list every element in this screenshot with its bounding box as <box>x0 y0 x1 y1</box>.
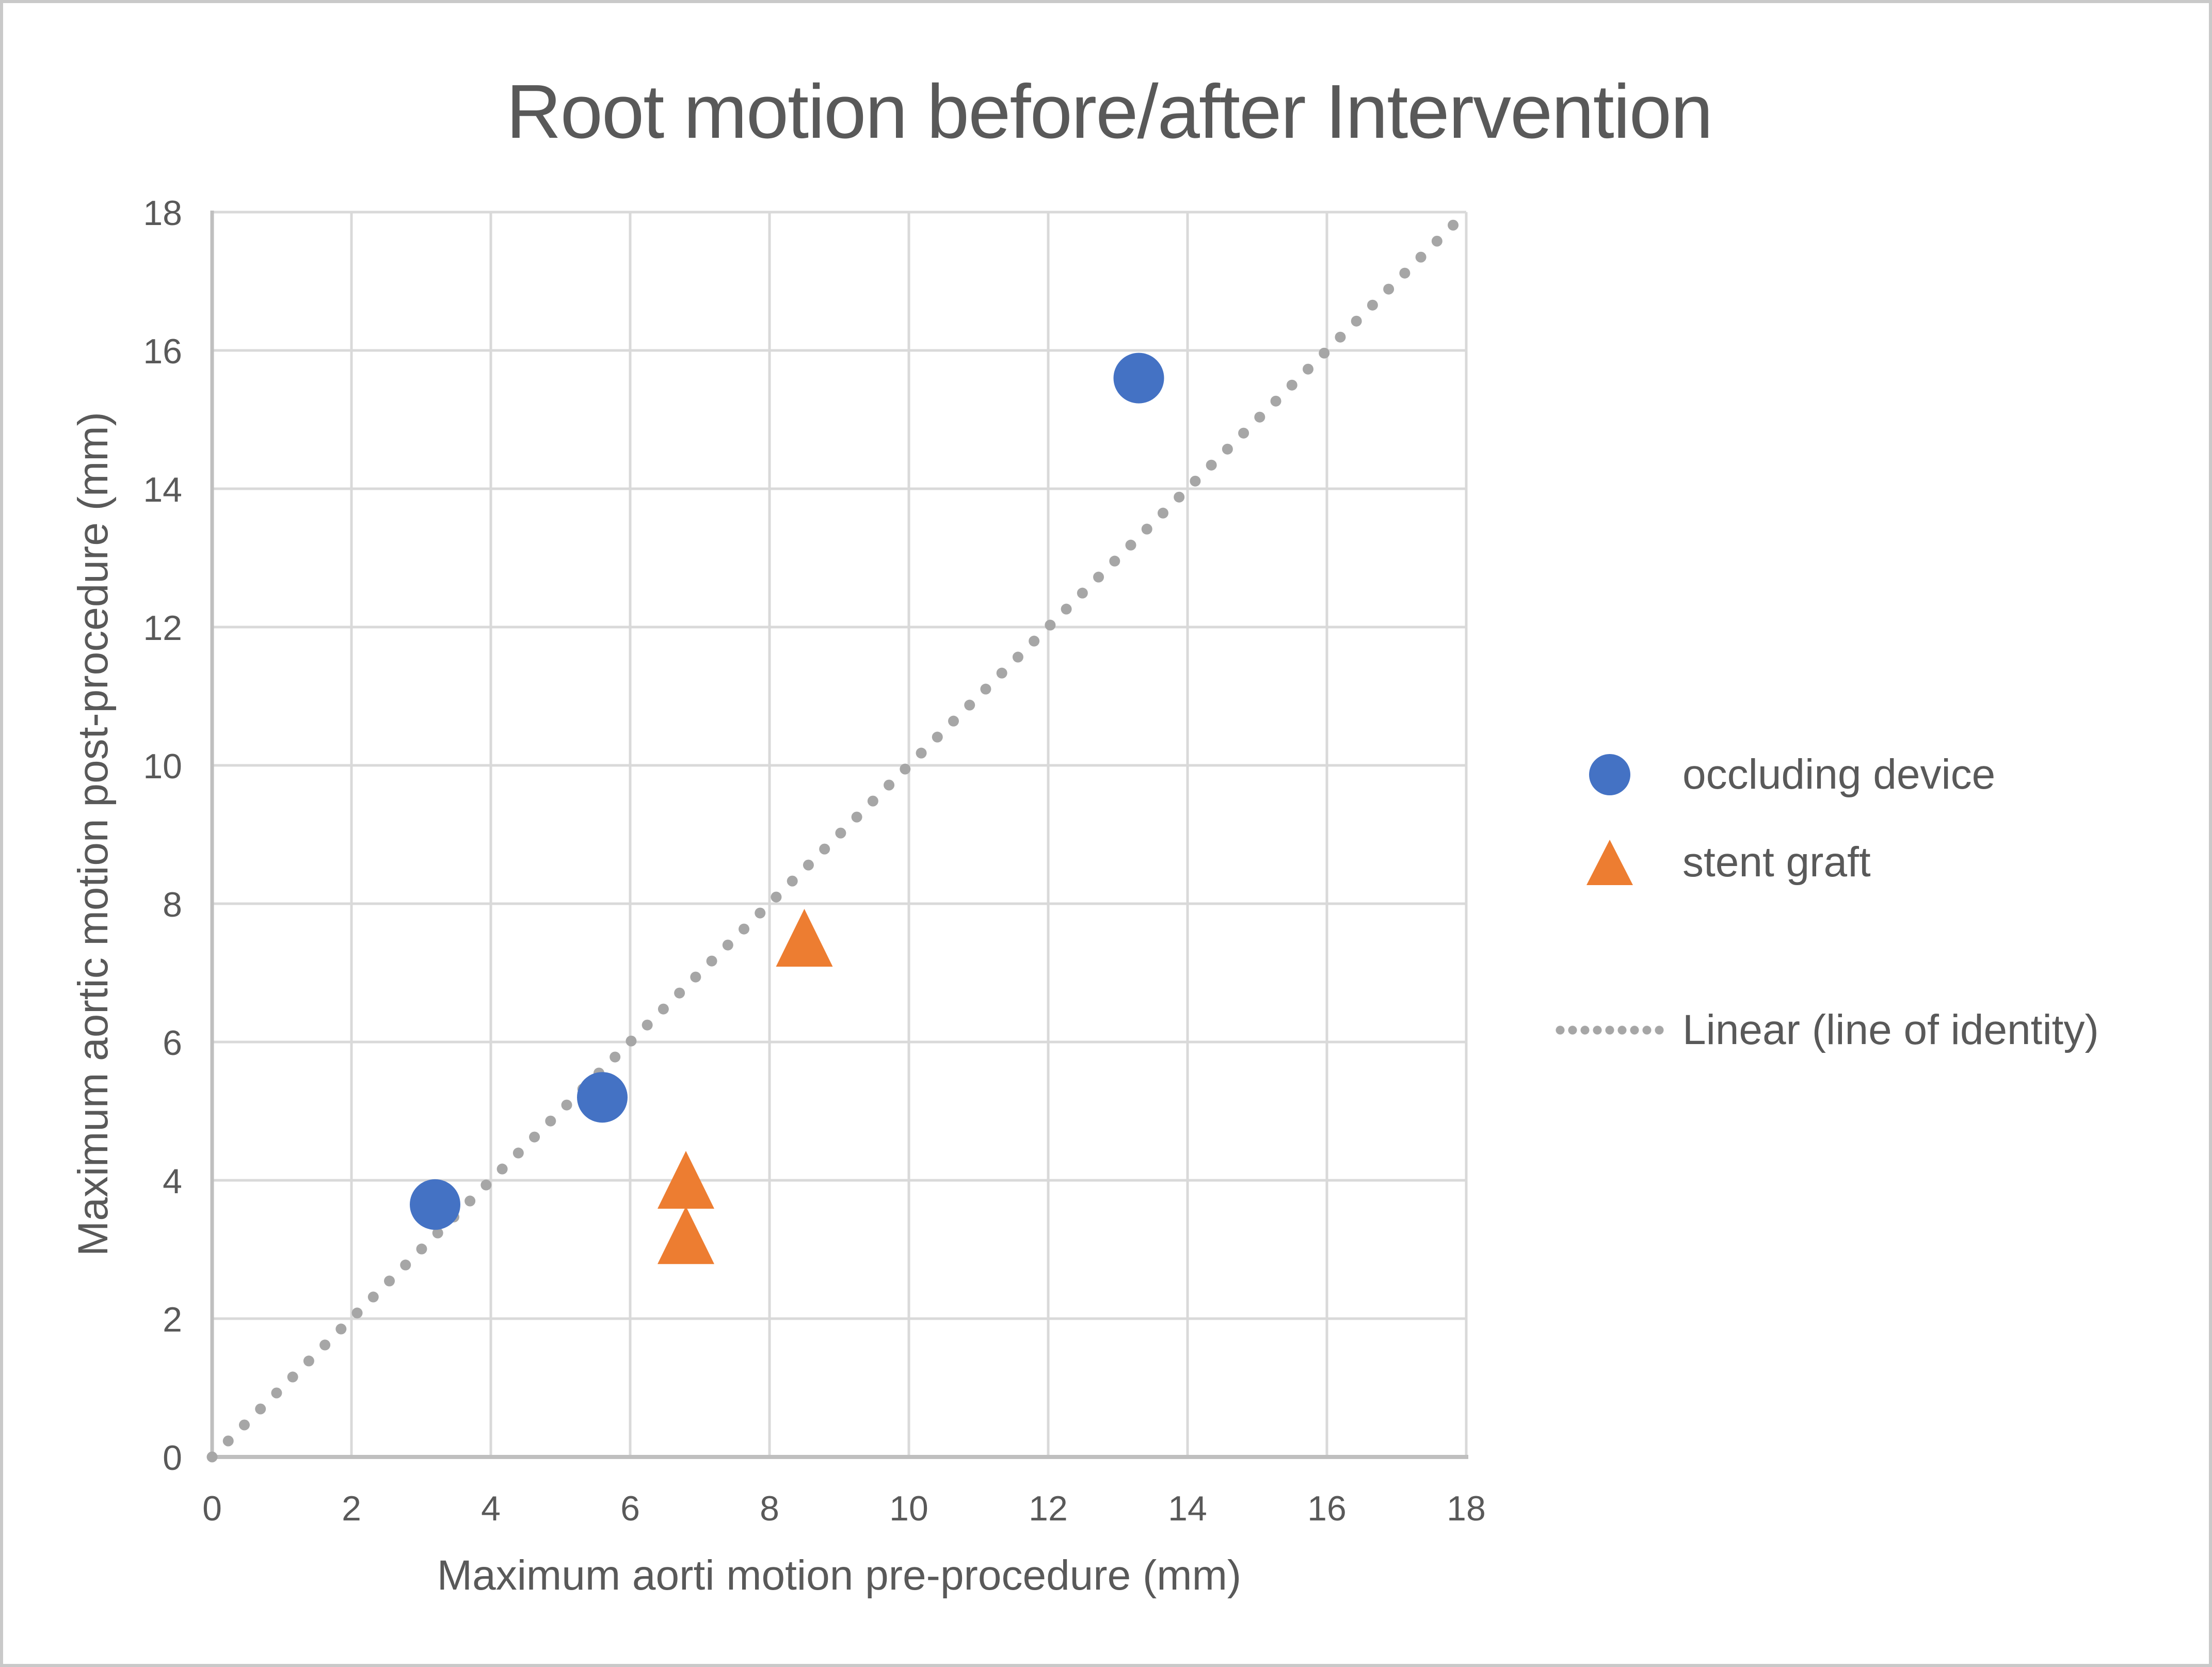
y-tick-label: 0 <box>163 1438 182 1478</box>
y-tick-label: 16 <box>143 332 182 371</box>
data-point-stent-graft <box>658 1151 714 1209</box>
legend-label-occluding-device: occluding device <box>1682 751 1996 798</box>
legend-marker-box <box>1554 754 1665 795</box>
y-tick-label: 12 <box>143 608 182 648</box>
x-tick-label: 2 <box>342 1489 361 1528</box>
legend-marker-box <box>1554 1025 1665 1035</box>
circle-marker-icon <box>1589 754 1630 795</box>
x-tick-label: 14 <box>1168 1489 1207 1528</box>
x-tick-label: 10 <box>889 1489 928 1528</box>
y-tick-label: 4 <box>163 1162 182 1201</box>
legend-label-identity-line: Linear (line of identity) <box>1682 1006 2099 1053</box>
x-tick-label: 12 <box>1029 1489 1068 1528</box>
x-tick-label: 6 <box>620 1489 640 1528</box>
y-tick-label: 2 <box>163 1300 182 1339</box>
y-tick-label: 8 <box>163 885 182 924</box>
identity-line <box>206 206 1472 1463</box>
data-point-occluding-device <box>410 1179 460 1230</box>
legend-item-occluding-device: occluding device <box>1554 739 1995 811</box>
y-tick-label: 6 <box>163 1023 182 1063</box>
data-point-stent-graft <box>776 909 833 967</box>
x-tick-label: 16 <box>1307 1489 1347 1528</box>
y-tick-label: 14 <box>143 470 182 509</box>
y-axis-title-text: Maximum aortic motion post-procedure (mm… <box>70 412 117 1256</box>
y-tick-label: 10 <box>143 747 182 786</box>
x-tick-label: 8 <box>760 1489 779 1528</box>
legend-label-stent-graft: stent graft <box>1682 839 1871 886</box>
x-tick-label: 0 <box>202 1489 222 1528</box>
data-point-stent-graft <box>658 1206 714 1264</box>
x-tick-label: 18 <box>1447 1489 1486 1528</box>
x-axis-title: Maximum aorti motion pre-procedure (mm) <box>437 1552 1242 1599</box>
dotted-line-icon <box>1554 1025 1665 1035</box>
legend-item-stent-graft: stent graft <box>1554 826 1871 899</box>
x-tick-label: 4 <box>481 1489 501 1528</box>
plot-canvas: 0 2 4 6 8 10 12 14 16 18 0 2 4 6 8 10 12 14 16 18 <box>143 194 1486 1528</box>
chart-title: Root motion before/after Intervention <box>506 69 1713 154</box>
legend-item-identity-line: Linear (line of identity) <box>1554 994 2099 1066</box>
data-point-occluding-device <box>1113 352 1164 404</box>
legend-marker-box <box>1554 840 1665 885</box>
data-point-occluding-device <box>577 1072 628 1123</box>
triangle-marker-icon <box>1586 840 1633 885</box>
y-tick-label: 18 <box>143 194 182 233</box>
